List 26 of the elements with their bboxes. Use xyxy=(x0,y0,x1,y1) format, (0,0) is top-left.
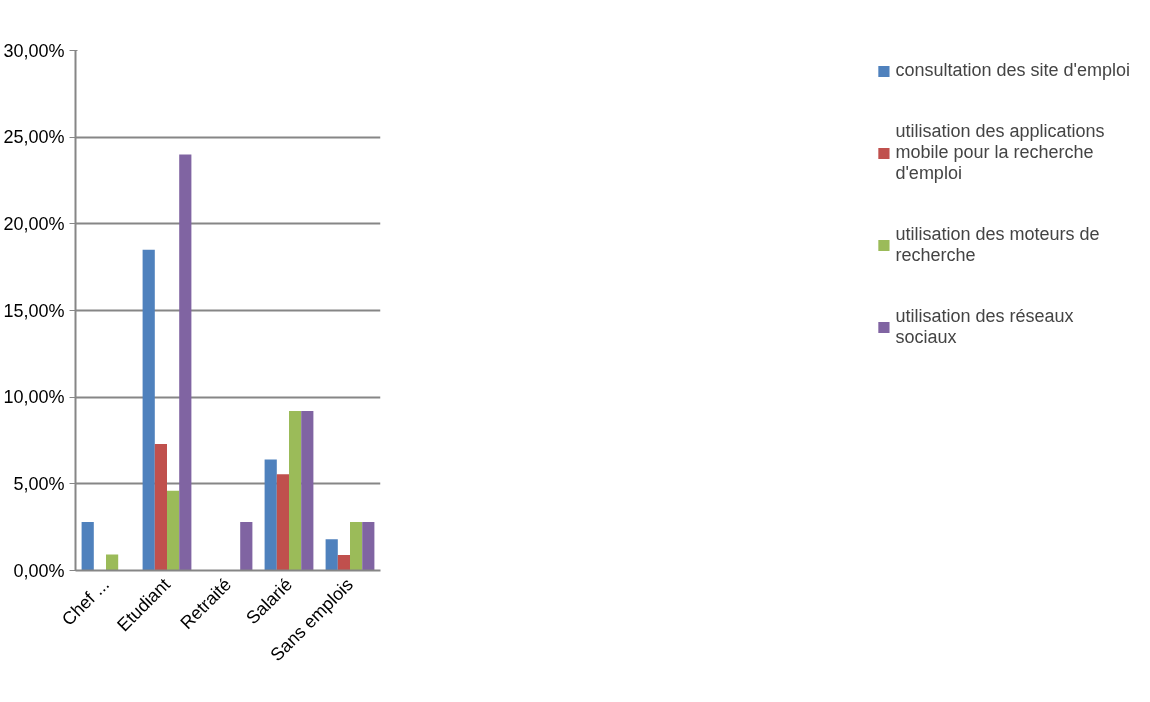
y-tick-label: 5,00% xyxy=(13,473,65,494)
bar xyxy=(179,154,192,571)
bar xyxy=(276,474,289,571)
bar xyxy=(240,521,253,571)
legend-label: utilisation des applications mobile pour la recherche d'emploi xyxy=(895,121,1105,184)
y-tick-label: 0,00% xyxy=(13,560,65,581)
bar xyxy=(325,539,338,571)
y-tick-label: 15,00% xyxy=(3,300,65,321)
bar xyxy=(106,554,119,571)
y-tick-label: 30,00% xyxy=(3,40,65,61)
bar xyxy=(264,459,277,571)
y-tick-label: 10,00% xyxy=(3,387,65,408)
bar xyxy=(350,521,363,571)
bar xyxy=(154,443,167,571)
y-tick-label: 20,00% xyxy=(3,213,65,234)
bar xyxy=(167,490,180,571)
y-tick-label: 25,00% xyxy=(3,127,65,148)
bar xyxy=(142,249,155,571)
legend-label: consultation des site d'emploi xyxy=(895,60,1130,81)
bar xyxy=(301,411,314,571)
bar xyxy=(362,521,375,571)
legend-label: utilisation des réseaux sociaux xyxy=(895,306,1074,348)
bar xyxy=(337,554,350,571)
legend-label: utilisation des moteurs de recherche xyxy=(895,224,1100,266)
bar xyxy=(289,411,302,571)
bar xyxy=(81,521,94,571)
